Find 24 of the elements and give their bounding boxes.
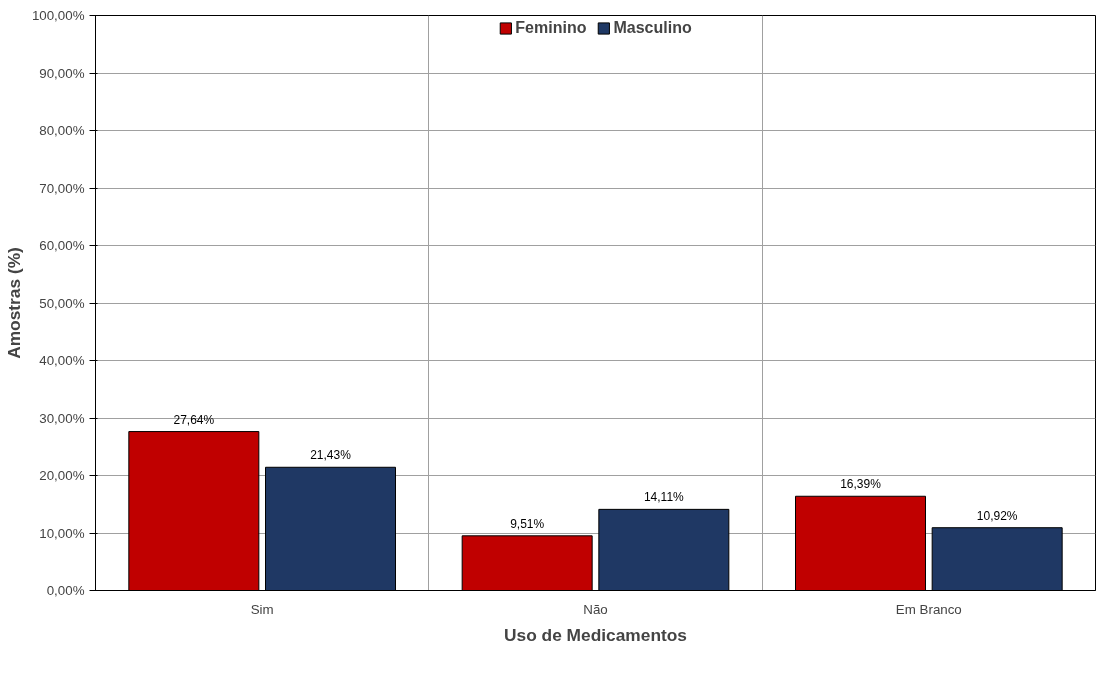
x-tick-label: Em Branco (895, 601, 962, 617)
data-label: 9,51% (510, 516, 545, 531)
y-tick-label: 100,00% (31, 8, 85, 23)
legend-label: Feminino (515, 19, 587, 37)
y-tick-label: 0,00% (46, 583, 85, 598)
y-tick-label: 30,00% (39, 410, 85, 426)
y-tick-label: 40,00% (39, 353, 85, 368)
y-tick-label: 20,00% (39, 468, 85, 483)
y-tick-label: 50,00% (39, 295, 85, 311)
x-tick-label: Não (583, 601, 608, 617)
data-label: 27,64% (173, 412, 215, 427)
y-tick-label: 10,00% (39, 525, 85, 541)
y-tick-label: 70,00% (39, 180, 85, 196)
data-label: 14,11% (643, 490, 685, 505)
x-tick-label: Sim (250, 601, 274, 617)
y-tick-label: 60,00% (39, 238, 85, 253)
x-axis-title: Uso de Medicamentos (504, 624, 687, 645)
data-label: 16,39% (840, 477, 882, 492)
data-label: 21,43% (310, 448, 352, 463)
legend-label: Masculino (613, 19, 692, 37)
y-axis-title: Amostras (%) (3, 247, 24, 359)
data-label: 10,92% (976, 508, 1018, 523)
y-tick-label: 90,00% (39, 65, 85, 81)
y-tick-label: 80,00% (39, 123, 85, 138)
